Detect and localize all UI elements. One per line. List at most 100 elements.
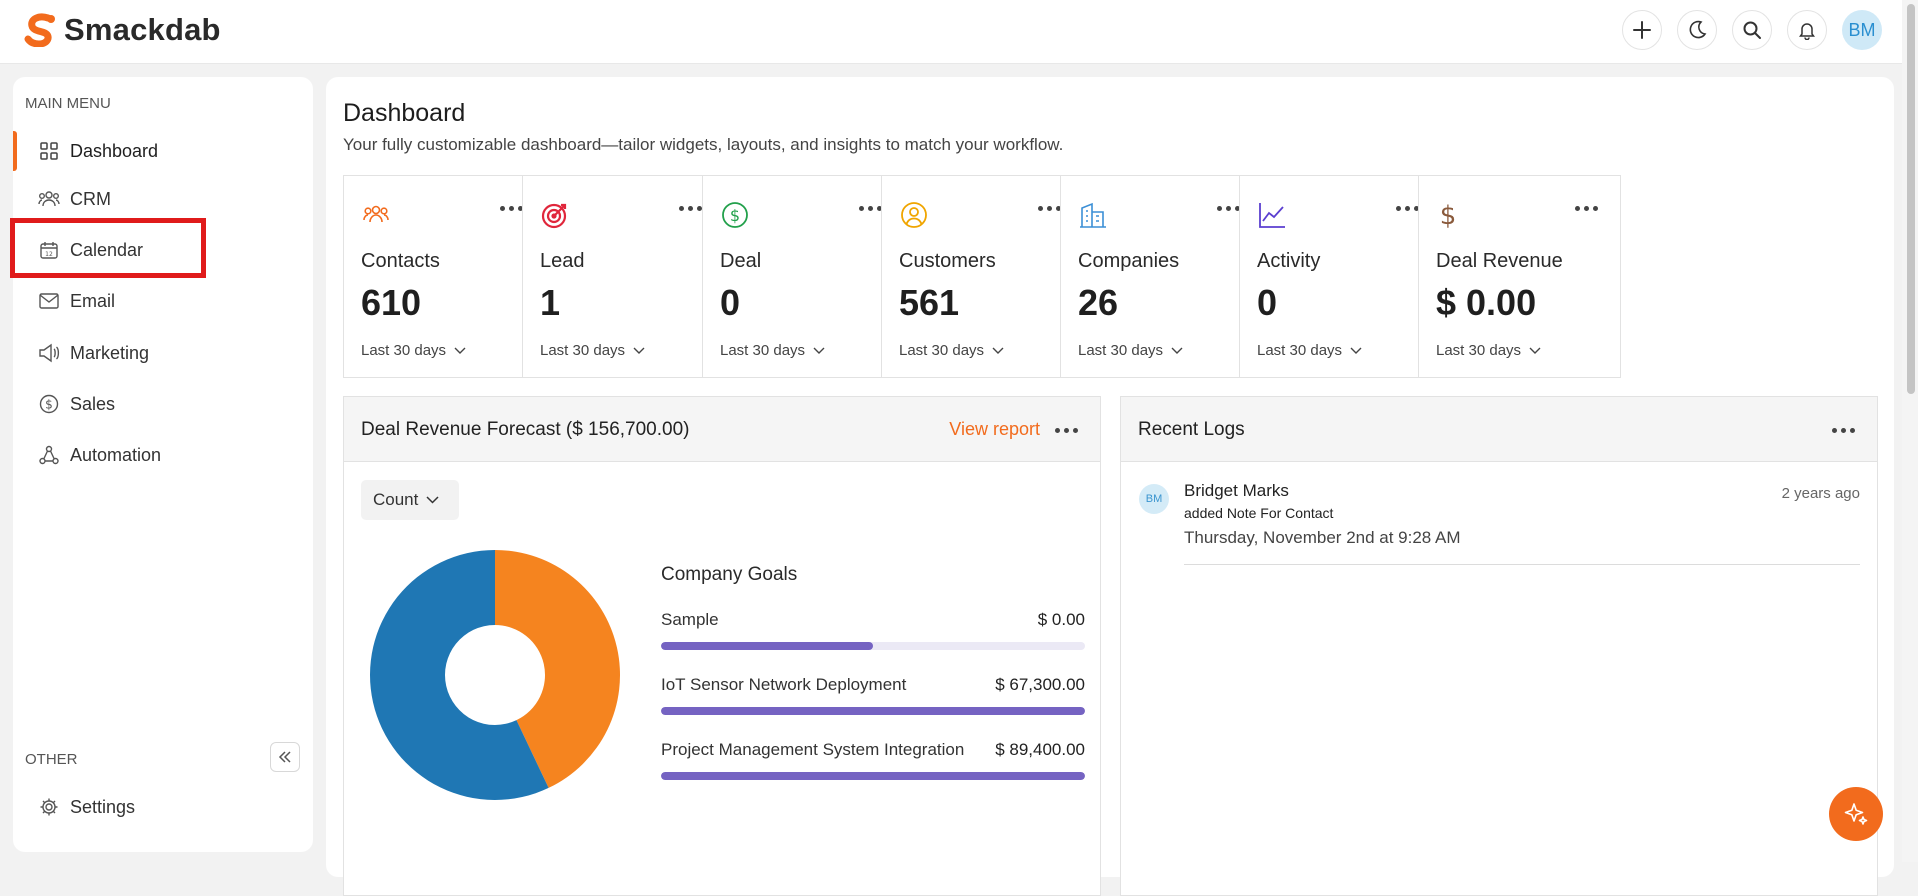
stat-label: Activity (1257, 250, 1321, 272)
period-label: Last 30 days (361, 342, 447, 359)
dark-mode-toggle[interactable] (1677, 10, 1717, 50)
dollar-circle-icon: $ (38, 393, 60, 415)
stat-value: 1 (540, 282, 561, 323)
stat-label: Customers (899, 250, 996, 272)
more-options-button[interactable] (1055, 428, 1078, 433)
log-avatar: BM (1139, 484, 1169, 514)
app-logo[interactable]: Smackdab (24, 12, 221, 48)
chevron-down-icon (1350, 347, 1362, 354)
stat-value: $ 0.00 (1436, 282, 1537, 323)
sidebar-item-sales[interactable]: $ Sales (13, 382, 313, 426)
sparkle-icon (1844, 803, 1868, 825)
stat-card-deal-revenue[interactable]: $ Deal Revenue $ 0.00 Last 30 days (1418, 175, 1621, 378)
donut-slice[interactable] (370, 550, 549, 800)
more-options-button[interactable] (859, 206, 882, 211)
stat-card-deal[interactable]: $ Deal 0 Last 30 days (702, 175, 905, 378)
goal-name: IoT Sensor Network Deployment (661, 675, 907, 694)
sidebar-item-label: Automation (70, 444, 162, 465)
notifications-button[interactable] (1787, 10, 1827, 50)
building-icon (1080, 202, 1106, 228)
panel-header: Recent Logs (1121, 397, 1877, 462)
line-chart-icon (1259, 203, 1285, 228)
log-relative-time: 2 years ago (1781, 485, 1860, 502)
goal-progress-track (661, 642, 1085, 650)
page-scrollbar[interactable] (1902, 0, 1918, 862)
period-dropdown[interactable]: Last 30 days (1257, 342, 1362, 359)
sidebar-item-email[interactable]: Email (13, 279, 313, 323)
period-dropdown[interactable]: Last 30 days (361, 342, 466, 359)
moon-icon (1689, 20, 1707, 39)
stat-label: Companies (1078, 250, 1180, 272)
stat-card-customers[interactable]: Customers 561 Last 30 days (881, 175, 1084, 378)
stat-value: 0 (720, 282, 741, 323)
log-user-name[interactable]: Bridget Marks (1184, 481, 1289, 500)
goal-item: Sample $ 0.00 (661, 610, 1085, 654)
stat-value: 561 (899, 282, 960, 323)
more-options-button[interactable] (500, 206, 523, 211)
period-dropdown[interactable]: Last 30 days (899, 342, 1004, 359)
period-label: Last 30 days (1436, 342, 1522, 359)
stat-card-activity[interactable]: Activity 0 Last 30 days (1239, 175, 1442, 378)
forecast-donut-chart[interactable] (370, 550, 620, 800)
top-bar: Smackdab BM (0, 0, 1918, 64)
more-options-button[interactable] (1217, 206, 1240, 211)
user-avatar[interactable]: BM (1842, 10, 1882, 50)
stat-value: 610 (361, 282, 422, 323)
sidebar-item-label: Calendar (70, 239, 144, 260)
scrollbar-thumb[interactable] (1907, 4, 1915, 394)
chevron-down-icon (633, 347, 645, 354)
main-menu-label: MAIN MENU (25, 95, 111, 112)
period-dropdown[interactable]: Last 30 days (1436, 342, 1541, 359)
stat-card-contacts[interactable]: Contacts 610 Last 30 days (343, 175, 546, 378)
users-icon (38, 188, 60, 210)
chevron-down-icon (813, 347, 825, 354)
stat-value: 0 (1257, 282, 1278, 323)
add-button[interactable] (1622, 10, 1662, 50)
more-options-button[interactable] (1575, 206, 1598, 211)
bell-icon (1799, 23, 1815, 40)
stat-card-lead[interactable]: Lead 1 Last 30 days (522, 175, 725, 378)
active-indicator (13, 131, 17, 171)
sidebar-item-automation[interactable]: Automation (13, 433, 313, 477)
metric-select-value: Count (373, 490, 419, 509)
metric-select[interactable]: Count (361, 480, 459, 520)
more-options-button[interactable] (1832, 428, 1855, 433)
sidebar-item-crm[interactable]: CRM (13, 177, 313, 221)
sidebar: MAIN MENU Dashboard CRM 12 Calendar Emai… (13, 77, 313, 852)
calendar-icon: 12 (38, 239, 60, 261)
stat-label: Contacts (361, 250, 440, 272)
donut-slice[interactable] (495, 550, 620, 788)
search-button[interactable] (1732, 10, 1772, 50)
more-options-button[interactable] (1396, 206, 1419, 211)
chevron-down-icon (1171, 347, 1183, 354)
sidebar-item-calendar[interactable]: 12 Calendar (13, 228, 313, 272)
period-dropdown[interactable]: Last 30 days (720, 342, 825, 359)
sidebar-item-marketing[interactable]: Marketing (13, 331, 313, 375)
goal-progress-fill (661, 642, 873, 650)
page-title: Dashboard (343, 99, 466, 127)
page-subtitle: Your fully customizable dashboard—tailor… (343, 135, 1064, 154)
sidebar-item-settings[interactable]: Settings (13, 785, 313, 829)
period-dropdown[interactable]: Last 30 days (1078, 342, 1183, 359)
more-options-button[interactable] (679, 206, 702, 211)
goal-value: $ 0.00 (1037, 610, 1085, 629)
sidebar-item-label: Settings (70, 796, 136, 817)
period-dropdown[interactable]: Last 30 days (540, 342, 645, 359)
dollar-icon: $ (1440, 201, 1457, 230)
log-timestamp: Thursday, November 2nd at 9:28 AM (1184, 528, 1461, 547)
collapse-sidebar-button[interactable] (270, 742, 300, 772)
recent-logs-panel: Recent Logs BM Bridget Marks added Note … (1120, 396, 1878, 896)
period-label: Last 30 days (540, 342, 626, 359)
megaphone-icon (38, 342, 60, 364)
sidebar-item-dashboard[interactable]: Dashboard (13, 129, 313, 173)
more-options-button[interactable] (1038, 206, 1061, 211)
stat-card-companies[interactable]: Companies 26 Last 30 days (1060, 175, 1263, 378)
period-label: Last 30 days (1257, 342, 1343, 359)
svg-text:12: 12 (45, 251, 53, 258)
period-label: Last 30 days (899, 342, 985, 359)
svg-text:$: $ (1440, 201, 1457, 230)
sidebar-item-label: Dashboard (70, 140, 159, 161)
view-report-link[interactable]: View report (949, 419, 1040, 439)
ai-assistant-button[interactable] (1829, 787, 1883, 841)
goal-item: IoT Sensor Network Deployment $ 67,300.0… (661, 675, 1085, 719)
